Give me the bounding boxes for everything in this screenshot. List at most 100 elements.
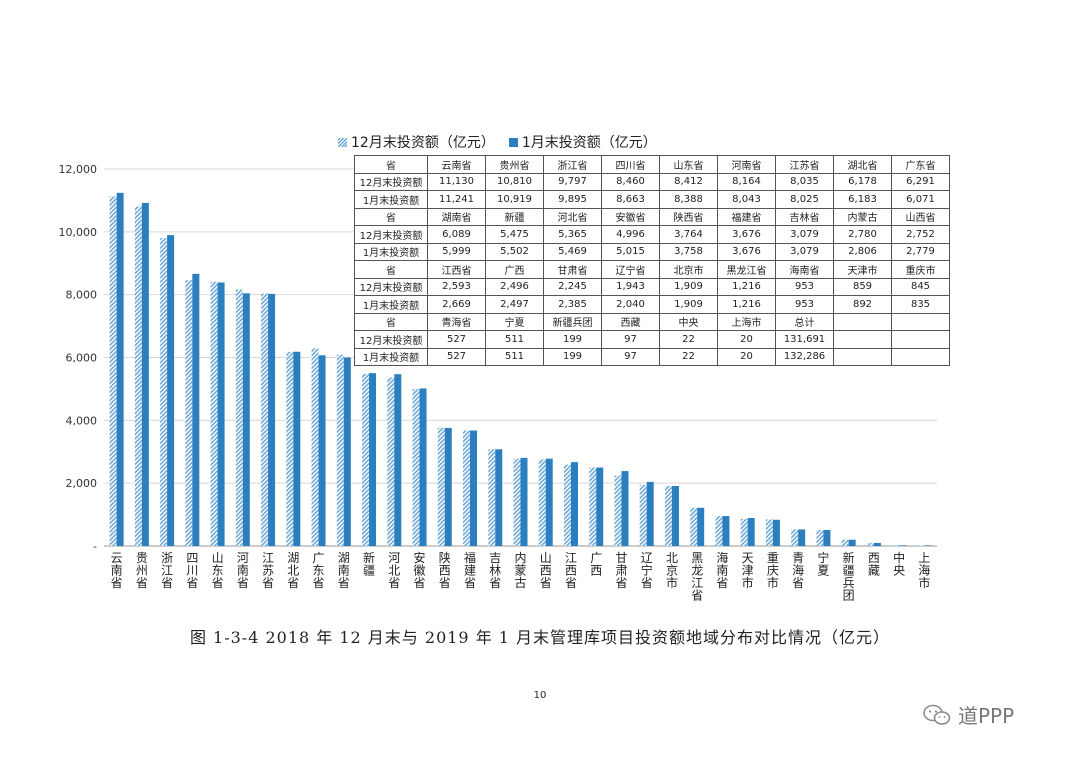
table-cell: 8,663 [601,190,660,209]
bar-dec [185,280,193,546]
bar-jan [924,545,932,546]
bar-dec [412,389,420,546]
x-tick-label: 青海省 [792,551,804,590]
table-cell: 西藏 [601,312,660,331]
table-cell: 广东省 [891,155,950,174]
table-cell: 1,909 [659,277,718,296]
bar-dec [513,458,521,546]
table-cell: 5,475 [485,225,544,244]
table-cell: 2,779 [891,242,950,261]
table-row-header: 省 [354,155,428,174]
table-cell: 892 [833,295,892,314]
table-cell: 重庆市 [891,260,950,279]
table-row-header: 省 [354,312,428,331]
y-axis-ticks: - 2,000 4,000 6,000 8,000 10,000 12,000 [59,163,98,553]
bar-dec [917,545,925,546]
table-row-dec: 12月末投资额 6,089 5,475 5,365 4,996 3,764 3,676 3,0… [354,225,950,244]
bar-dec [816,529,824,546]
y-tick-label: 8,000 [66,289,98,302]
table-cell: 山西省 [891,207,950,226]
table-cell: 8,035 [775,172,834,191]
table-cell: 2,497 [485,295,544,314]
table-row-header: 省湖南省 新疆 河北省 安徽省 陕西省 福建省 吉林省 内蒙古 山西省 [354,207,950,226]
x-tick-label: 四川省 [186,551,198,590]
table-cell: 20 [717,347,776,366]
table-cell: 3,764 [659,225,718,244]
table-row-header: 省云南省 贵州省 浙江省 四川省 山东省 河南省 江苏省 湖北省 广东省 [354,155,950,174]
table-row-header: 12月末投资额 [354,330,428,349]
bar-jan [823,529,831,546]
x-tick-label: 河南省 [237,551,249,590]
x-tick-label: 吉林省 [489,551,501,590]
table-cell: 河北省 [543,207,602,226]
x-tick-label: 中央 [893,550,905,578]
y-tick-label: - [93,540,97,553]
bar-dec [690,507,698,546]
x-tick-label: 河北省 [388,551,400,590]
table-cell: 9,797 [543,172,602,191]
bar-jan [798,529,806,546]
bar-dec [892,545,900,546]
bar-jan [697,507,705,546]
bar-dec [715,516,723,546]
table-row-dec: 12月末投资额 2,593 2,496 2,245 1,943 1,909 1,216 953… [354,277,950,296]
table-cell: 2,593 [427,277,486,296]
table-cell: 10,919 [485,190,544,209]
table-cell [891,347,950,366]
table-cell: 10,810 [485,172,544,191]
table-row-header: 省青海省 宁夏 新疆兵团 西藏 中央 上海市 总计 [354,312,950,331]
table-row-header: 省江西省 广西 甘肃省 辽宁省 北京市 黑龙江省 海南省 天津市 重庆市 [354,260,950,279]
x-tick-label: 甘肃省 [615,551,627,590]
table-cell: 四川省 [601,155,660,174]
bar-jan [722,516,730,546]
table-cell: 江苏省 [775,155,834,174]
table-row-jan: 1月末投资额 5,999 5,502 5,469 5,015 3,758 3,676 3,07… [354,242,950,261]
bar-jan [444,427,452,546]
x-tick-label: 贵州省 [136,551,148,590]
x-tick-label: 江西省 [565,551,577,590]
bar-jan [242,293,250,546]
bar-dec [437,427,445,546]
legend-label-dec: 12月末投资额（亿元） [351,135,495,151]
bar-jan [747,517,755,546]
table-cell: 22 [659,347,718,366]
bar-chart: - 2,000 4,000 6,000 8,000 10,000 12,000 云南省 贵州省… [59,163,937,603]
bar-dec [488,449,496,546]
x-tick-label: 陕西省 [439,550,451,590]
table-cell: 宁夏 [485,312,544,331]
table-row-header: 1月末投资额 [354,242,428,261]
table-row-dec: 12月末投资额 527 511 199 97 22 20 131,691 [354,330,950,349]
x-tick-label: 云南省 [111,551,123,590]
table-cell: 3,079 [775,225,834,244]
bar-jan [167,235,175,546]
x-tick-label: 湖南省 [338,550,350,590]
table-cell: 2,385 [543,295,602,314]
figure-caption: 图 1-3-4 2018 年 12 月末与 2019 年 1 月末管理库项目投资… [189,628,891,647]
table-cell: 广西 [485,260,544,279]
table-cell: 8,025 [775,190,834,209]
x-tick-label: 天津市 [742,551,754,590]
table-cell: 5,469 [543,242,602,261]
table-cell: 845 [891,277,950,296]
table-cell: 5,502 [485,242,544,261]
bar-jan [268,293,276,546]
legend-swatch-jan [508,137,518,147]
table-cell: 11,241 [427,190,486,209]
bar-dec [538,459,546,546]
table-cell: 中央 [659,312,718,331]
table-cell: 8,043 [717,190,776,209]
x-tick-label: 新疆兵团 [843,550,855,603]
legend-swatch-dec [338,137,347,147]
x-tick-label: 广东省 [313,551,325,590]
table-cell: 953 [775,295,834,314]
table-cell: 4,996 [601,225,660,244]
x-tick-label: 黑龙江省 [691,551,703,603]
bar-jan [570,462,578,546]
bar-jan [141,202,149,546]
legend: 12月末投资额（亿元） 1月末投资额（亿元） [338,132,657,152]
table-cell: 8,164 [717,172,776,191]
table-cell: 3,676 [717,242,776,261]
table-row-header: 省 [354,260,428,279]
bar-dec [765,519,773,546]
table-cell: 浙江省 [543,155,602,174]
